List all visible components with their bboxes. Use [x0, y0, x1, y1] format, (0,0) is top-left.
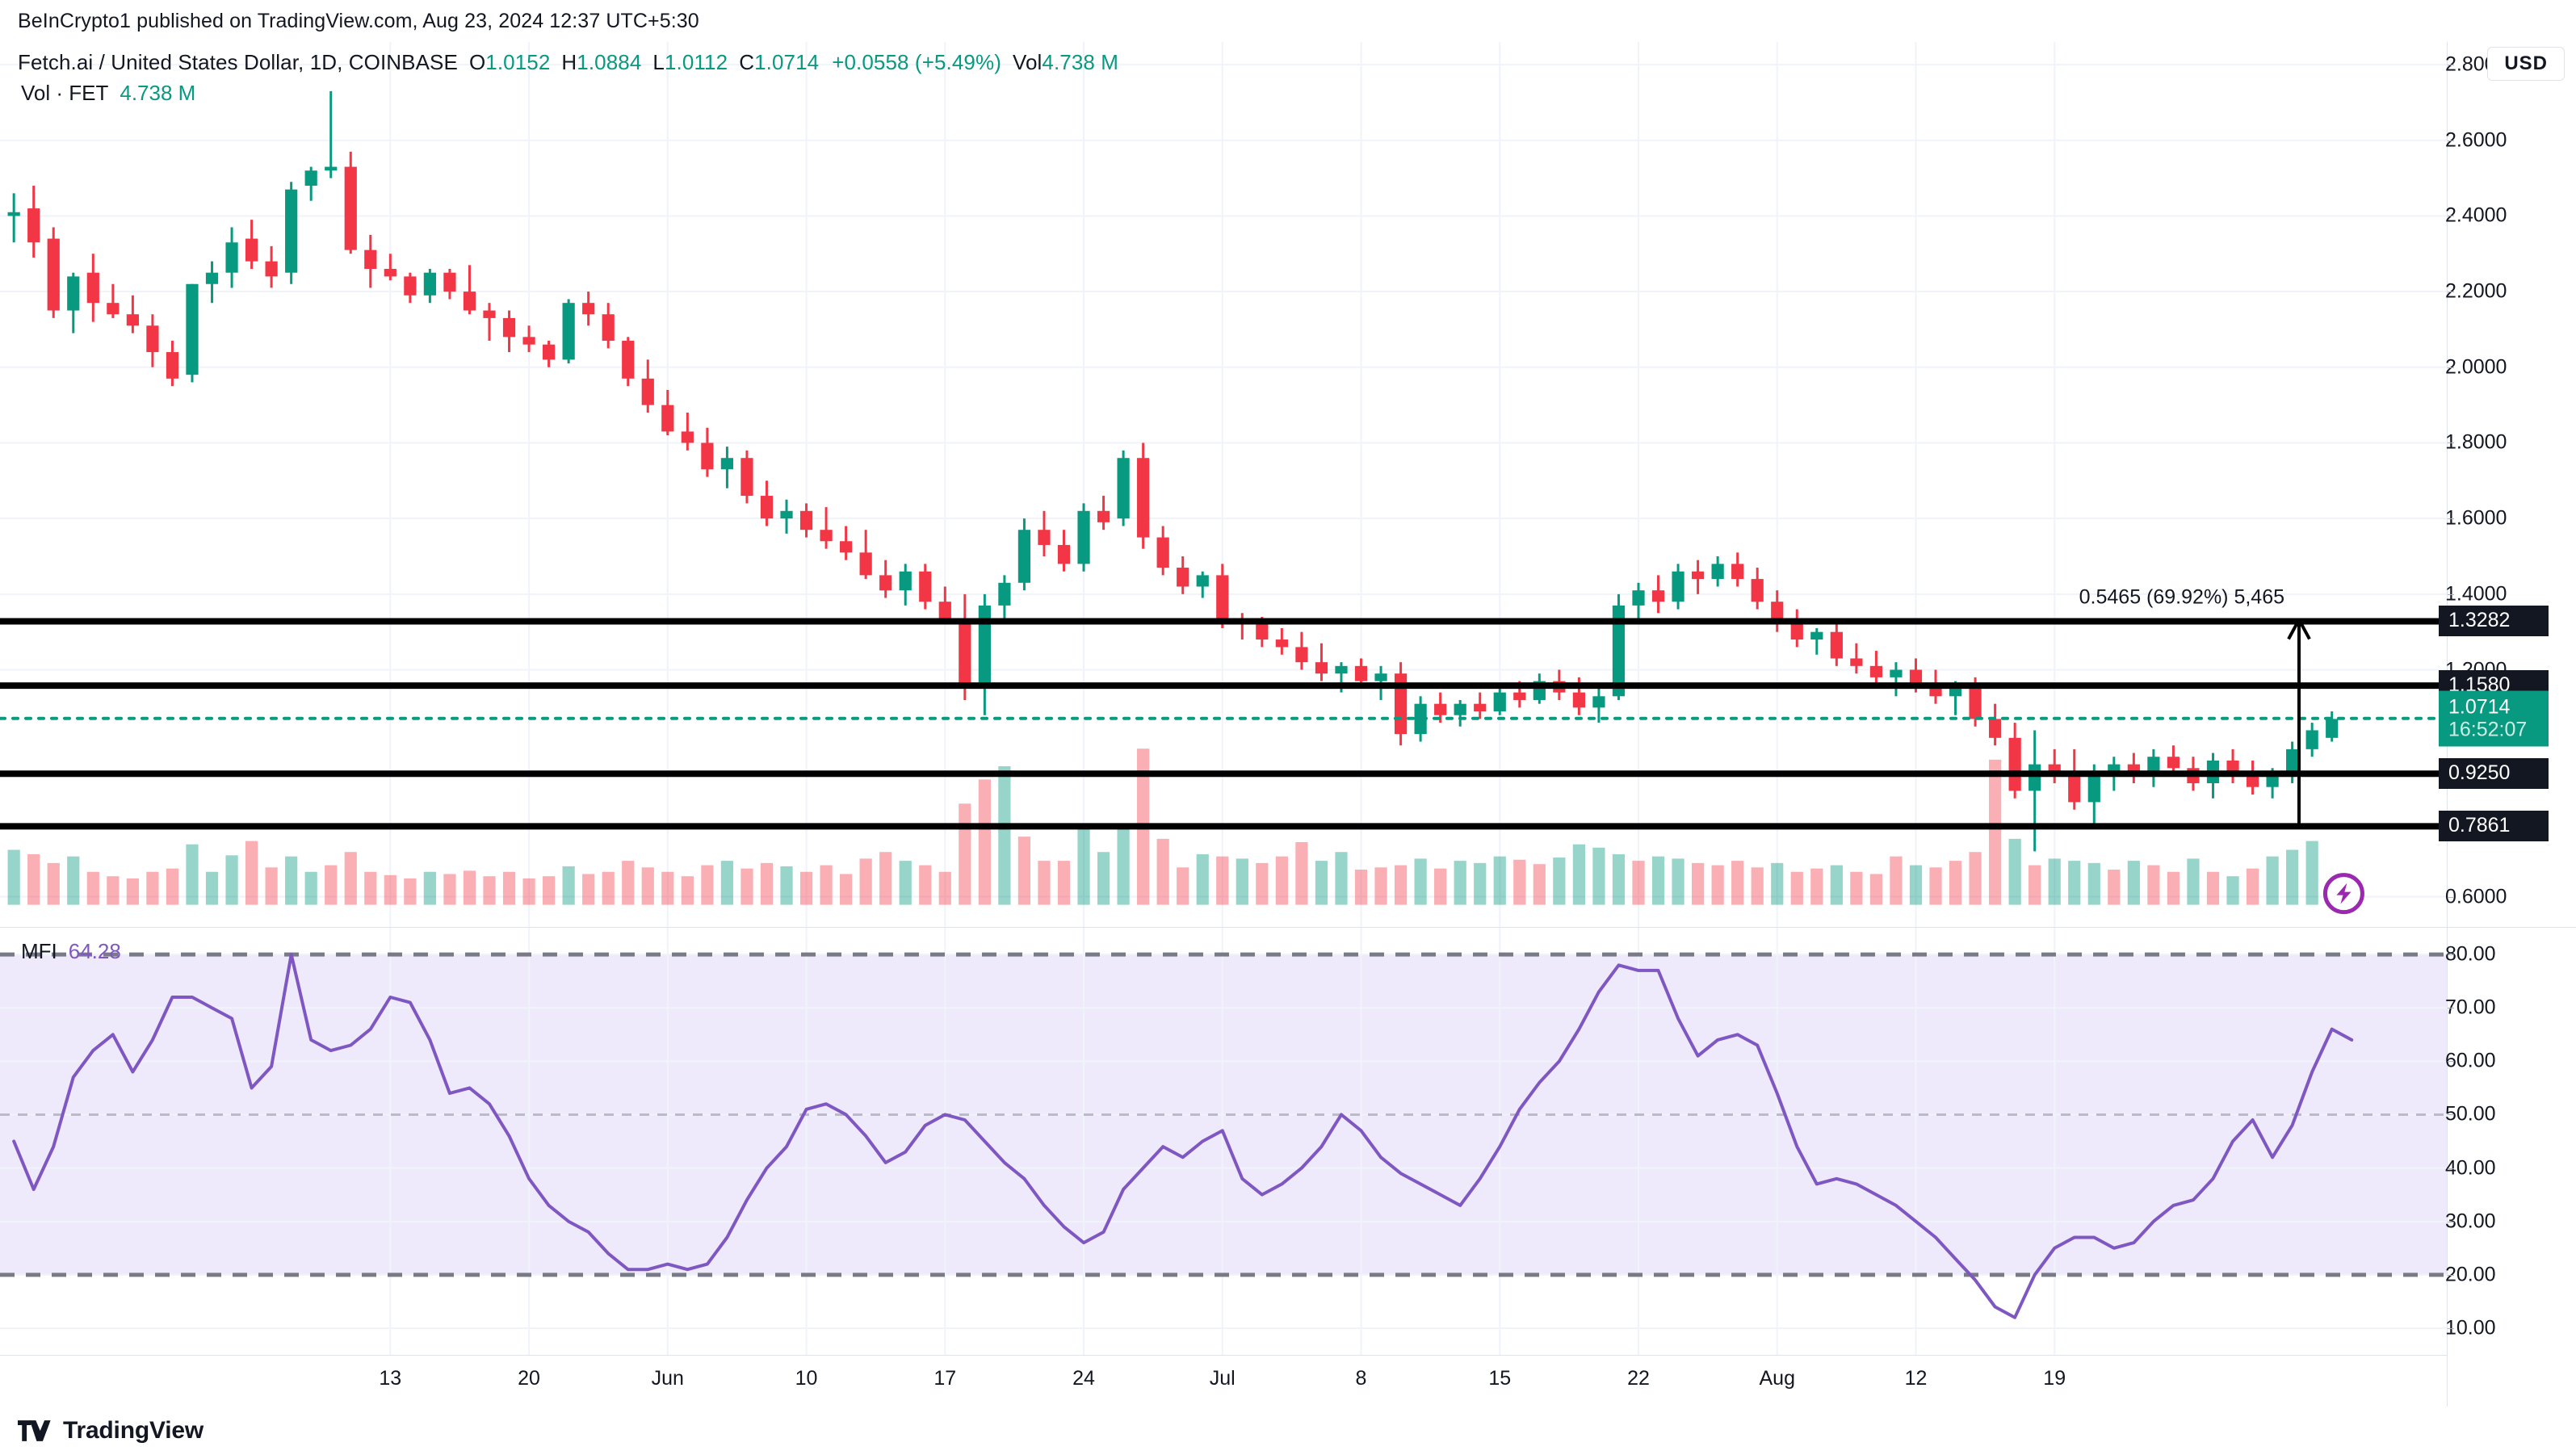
time-tick-label: Jun	[651, 1367, 684, 1390]
mfi-tick: 70.00	[2445, 996, 2496, 1019]
pane-divider	[0, 927, 2447, 928]
volume-label: Vol	[1012, 50, 1043, 74]
mfi-tick: 10.00	[2445, 1316, 2496, 1340]
low-label: L	[652, 50, 665, 74]
price-tick: 2.0000	[2445, 355, 2507, 379]
high-label: H	[561, 50, 577, 74]
time-tick-label: 10	[795, 1367, 818, 1390]
time-tick-label: 22	[1627, 1367, 1650, 1390]
time-tick-label: 20	[518, 1367, 540, 1390]
price-tick: 1.6000	[2445, 506, 2507, 530]
symbol-title: Fetch.ai / United States Dollar, 1D, COI…	[18, 50, 458, 74]
realtime-badge-icon	[2322, 873, 2364, 915]
time-tick-label: 13	[379, 1367, 402, 1390]
mfi-study-value: 64.28	[68, 939, 121, 963]
mfi-tick: 50.00	[2445, 1102, 2496, 1126]
price-tick: 1.8000	[2445, 430, 2507, 454]
volume-study-value: 4.738 M	[120, 81, 196, 105]
published-header: BeInCrypto1 published on TradingView.com…	[0, 0, 2576, 42]
price-tick: 2.6000	[2445, 128, 2507, 152]
time-tick-label: 12	[1904, 1367, 1928, 1390]
footer: TradingView	[0, 1407, 2576, 1455]
time-tick-label: 17	[933, 1367, 957, 1390]
volume-study-label: Vol · FET	[21, 81, 109, 105]
time-tick-label: 15	[1488, 1367, 1512, 1390]
time-tick-label: 8	[1355, 1367, 1367, 1390]
time-tick-label: 24	[1072, 1367, 1095, 1390]
mfi-tick: 80.00	[2445, 942, 2496, 966]
price-tick: 1.4000	[2445, 582, 2507, 606]
price-chart-svg: 0.5465 (69.92%) 5,465	[0, 42, 2447, 927]
price-level-label[interactable]: 1.3282	[2439, 606, 2549, 637]
mfi-tick: 60.00	[2445, 1049, 2496, 1072]
price-pane[interactable]: 0.5465 (69.92%) 5,465	[0, 42, 2447, 927]
time-tick-label: Aug	[1759, 1367, 1795, 1390]
price-tick: 2.4000	[2445, 203, 2507, 227]
svg-text:0.5465 (69.92%) 5,465: 0.5465 (69.92%) 5,465	[2079, 585, 2284, 608]
high-value: 1.0884	[577, 50, 642, 74]
change-value: +0.0558 (+5.49%)	[832, 50, 1001, 74]
published-text: BeInCrypto1 published on TradingView.com…	[18, 9, 699, 32]
price-level-label[interactable]: 0.7861	[2439, 811, 2549, 842]
mfi-study-legend[interactable]: MFI 64.28	[21, 939, 121, 964]
close-value: 1.0714	[754, 50, 820, 74]
close-label: C	[739, 50, 755, 74]
price-level-label[interactable]: 0.9250	[2439, 758, 2549, 790]
mfi-study-label: MFI	[21, 939, 57, 963]
tradingview-logo-icon	[18, 1420, 52, 1441]
volume-study-legend[interactable]: Vol · FET 4.738 M	[21, 81, 195, 106]
volume-value: 4.738 M	[1042, 50, 1119, 74]
time-axis[interactable]: 13 20 Jun 10 17 24 Jul 8 15 22 Aug 12 19	[0, 1356, 2447, 1406]
currency-chip[interactable]: USD	[2487, 47, 2565, 81]
chart-legend-symbol[interactable]: Fetch.ai / United States Dollar, 1D, COI…	[18, 50, 1118, 75]
low-value: 1.0112	[664, 50, 728, 74]
mfi-pane[interactable]	[0, 928, 2447, 1355]
mfi-tick: 40.00	[2445, 1156, 2496, 1180]
tradingview-brand: TradingView	[63, 1417, 203, 1444]
mfi-tick: 30.00	[2445, 1210, 2496, 1233]
price-scale-divider	[2447, 927, 2576, 928]
mfi-chart-svg	[0, 928, 2447, 1355]
time-axis-divider	[0, 1355, 2576, 1356]
current-price-label[interactable]: 1.0714 16:52:07	[2439, 690, 2549, 747]
time-tick-label: 19	[2043, 1367, 2066, 1390]
time-tick-label: Jul	[1209, 1367, 1236, 1390]
open-label: O	[468, 50, 486, 74]
open-value: 1.0152	[485, 50, 551, 74]
price-tick: 2.2000	[2445, 279, 2507, 303]
mfi-tick: 20.00	[2445, 1263, 2496, 1286]
price-tick: 0.6000	[2445, 885, 2507, 908]
